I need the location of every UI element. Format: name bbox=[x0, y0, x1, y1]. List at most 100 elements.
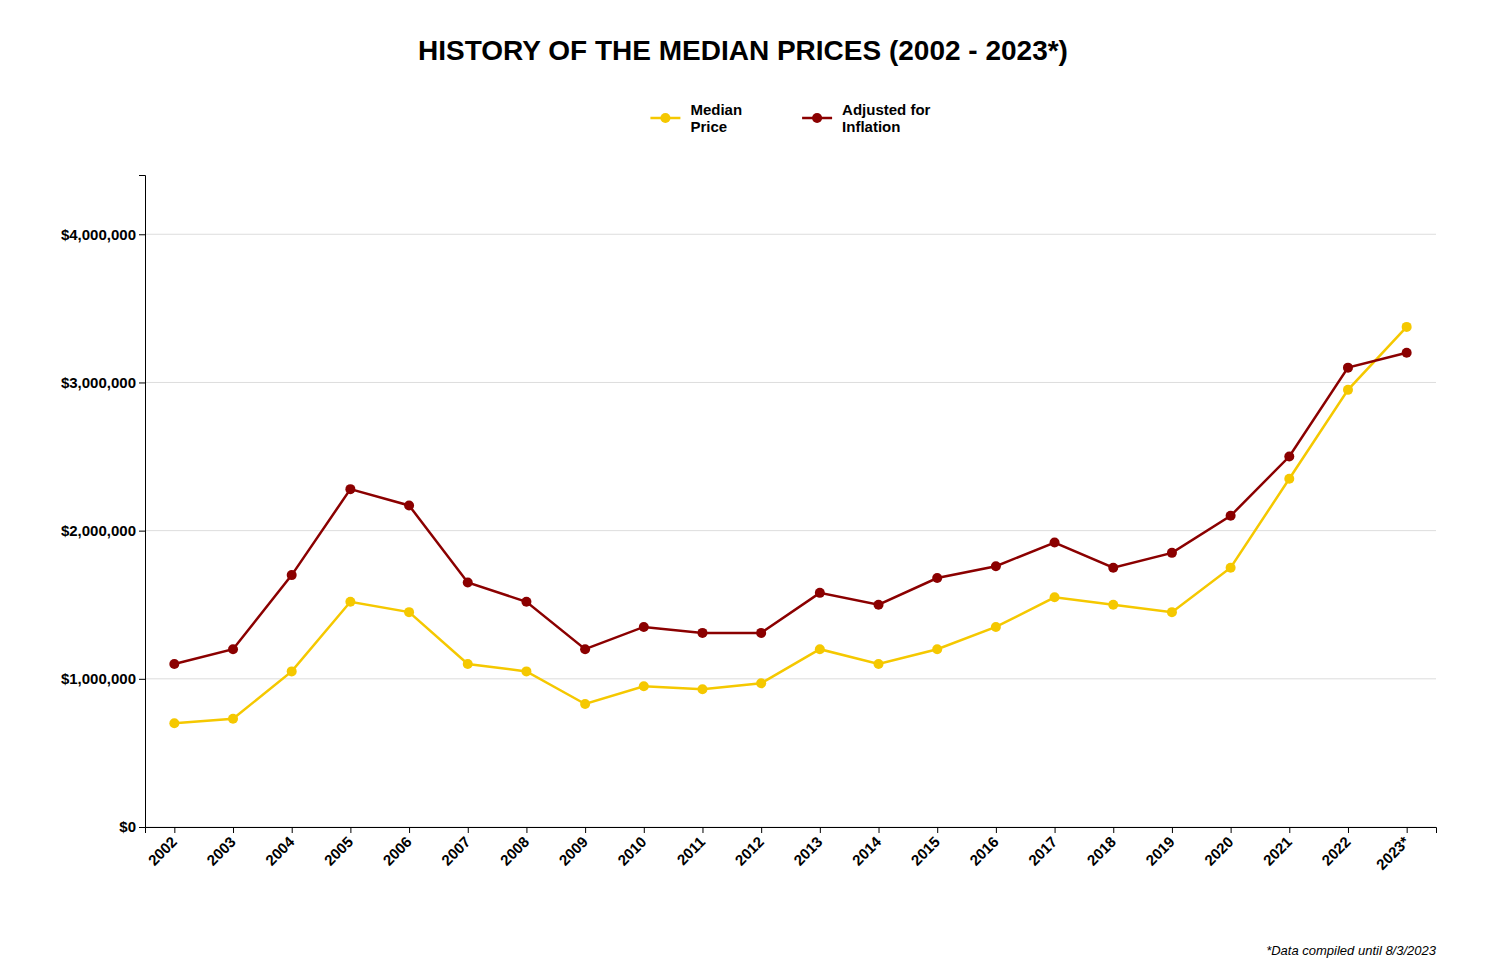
point bbox=[697, 628, 707, 638]
tick-mark bbox=[409, 827, 410, 833]
point bbox=[1167, 607, 1177, 617]
tick-label: 2015 bbox=[907, 833, 943, 869]
tick-mark bbox=[468, 827, 469, 833]
footnote: *Data compiled until 8/3/2023 bbox=[1266, 943, 1437, 958]
tick-mark bbox=[1407, 827, 1408, 833]
tick-mark bbox=[174, 827, 175, 833]
point bbox=[463, 578, 473, 588]
point bbox=[404, 607, 414, 617]
legend-label-line: Inflation bbox=[842, 118, 900, 135]
marks bbox=[169, 322, 1411, 728]
point bbox=[756, 628, 766, 638]
point bbox=[756, 678, 766, 688]
tick-mark bbox=[996, 827, 997, 833]
tick-mark bbox=[233, 827, 234, 833]
point bbox=[697, 684, 707, 694]
y-tick: $2,000,000 bbox=[61, 522, 145, 539]
legend-label-line: Price bbox=[690, 118, 727, 135]
point bbox=[169, 659, 179, 669]
tick-label: 2008 bbox=[497, 833, 533, 869]
point bbox=[463, 659, 473, 669]
tick-label: 2004 bbox=[262, 833, 298, 869]
tick-label: 2007 bbox=[438, 833, 474, 869]
point bbox=[1108, 563, 1118, 573]
y-tick: $1,000,000 bbox=[61, 670, 145, 687]
x-tick: 2005 bbox=[321, 827, 357, 869]
tick-label: 2023* bbox=[1373, 833, 1413, 873]
x-axis: 2002200320042005200620072008200920102011… bbox=[145, 827, 1437, 873]
tick-label: 2021 bbox=[1259, 833, 1295, 869]
point bbox=[521, 666, 531, 676]
x-tick: 2022 bbox=[1318, 827, 1354, 869]
point bbox=[1402, 348, 1412, 358]
tick-label: $3,000,000 bbox=[61, 374, 136, 391]
grid bbox=[145, 234, 1436, 827]
x-tick: 2023* bbox=[1373, 827, 1413, 873]
x-tick: 2010 bbox=[614, 827, 650, 869]
legend-label-line: Median bbox=[690, 101, 742, 118]
tick-label: $1,000,000 bbox=[61, 670, 136, 687]
point bbox=[1050, 537, 1060, 547]
point bbox=[169, 718, 179, 728]
tick-label: 2020 bbox=[1201, 833, 1237, 869]
x-tick: 2003 bbox=[203, 827, 239, 869]
y-axis: $0 $1,000,000 $2,000,000 $3,000,000 $4,000,0… bbox=[61, 176, 146, 836]
legend-label-line: Adjusted for bbox=[842, 101, 930, 118]
tick-label: 2003 bbox=[203, 833, 239, 869]
tick-mark bbox=[702, 827, 703, 833]
tick-label: 2016 bbox=[966, 833, 1002, 869]
point bbox=[228, 644, 238, 654]
point bbox=[1226, 563, 1236, 573]
y-tick: $4,000,000 bbox=[61, 226, 145, 243]
tick-mark bbox=[139, 234, 145, 235]
legend: MedianPrice Adjusted forInflation bbox=[650, 101, 930, 135]
point bbox=[228, 714, 238, 724]
point bbox=[287, 570, 297, 580]
tick-mark bbox=[1113, 827, 1114, 833]
x-tick: 2017 bbox=[1025, 827, 1061, 869]
point bbox=[815, 644, 825, 654]
tick-label: 2011 bbox=[673, 833, 708, 868]
line bbox=[174, 353, 1406, 664]
tick-label: 2005 bbox=[321, 833, 357, 869]
point bbox=[932, 573, 942, 583]
x-tick: 2019 bbox=[1142, 827, 1178, 869]
point bbox=[1108, 600, 1118, 610]
axis-line bbox=[139, 176, 146, 828]
x-tick: 2006 bbox=[379, 827, 415, 869]
series bbox=[169, 348, 1411, 669]
grid-line bbox=[145, 234, 1436, 235]
tick-mark bbox=[937, 827, 938, 833]
point bbox=[1343, 385, 1353, 395]
legend-entry: Adjusted forInflation bbox=[802, 101, 930, 135]
point bbox=[874, 600, 884, 610]
point bbox=[1343, 363, 1353, 373]
plot: $0 $1,000,000 $2,000,000 $3,000,000 $4,000,0… bbox=[61, 176, 1437, 873]
tick-mark bbox=[139, 531, 145, 532]
point bbox=[521, 597, 531, 607]
tick-label: 2019 bbox=[1142, 833, 1178, 869]
tick-mark bbox=[1172, 827, 1173, 833]
point bbox=[1226, 511, 1236, 521]
point bbox=[345, 597, 355, 607]
tick-mark bbox=[292, 827, 293, 833]
x-tick: 2012 bbox=[731, 827, 767, 869]
tick-mark bbox=[139, 382, 145, 383]
legend-swatch bbox=[812, 113, 822, 123]
line bbox=[174, 327, 1406, 723]
axis-line bbox=[146, 828, 1437, 834]
tick-label: 2014 bbox=[849, 833, 885, 869]
point bbox=[991, 622, 1001, 632]
legend-label: MedianPrice bbox=[690, 101, 742, 135]
x-tick: 2020 bbox=[1201, 827, 1237, 869]
tick-label: 2006 bbox=[379, 833, 415, 869]
x-tick: 2015 bbox=[907, 827, 943, 869]
point bbox=[580, 699, 590, 709]
y-tick: $0 bbox=[119, 818, 145, 835]
x-tick: 2013 bbox=[790, 827, 826, 869]
tick-label: $4,000,000 bbox=[61, 226, 136, 243]
point bbox=[345, 484, 355, 494]
tick-mark bbox=[139, 679, 145, 680]
tick-label: 2002 bbox=[145, 833, 181, 869]
x-tick: 2018 bbox=[1083, 827, 1119, 869]
